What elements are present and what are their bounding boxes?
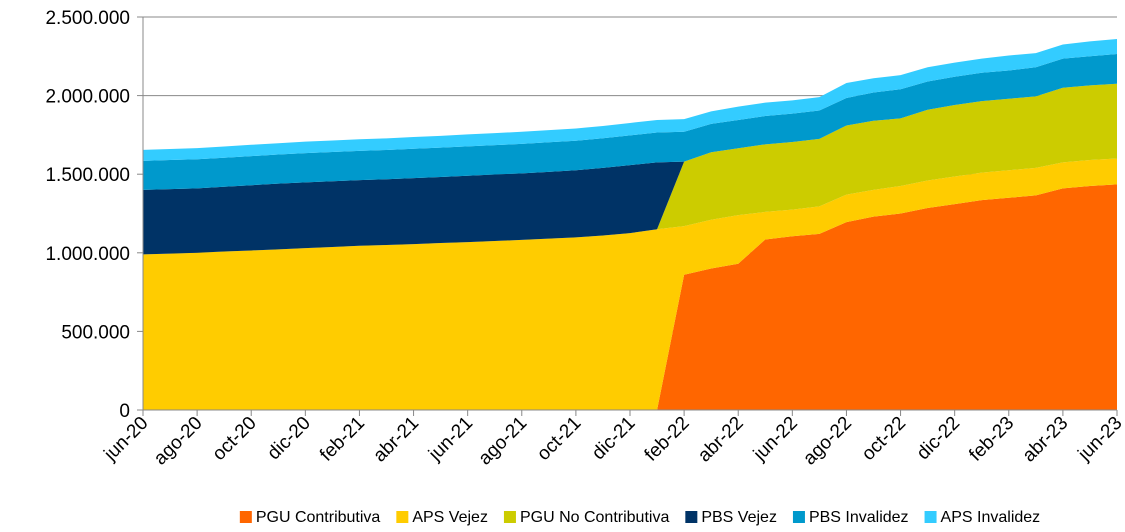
x-tick-label: abr-22 (694, 413, 748, 467)
legend-label: PBS Invalidez (809, 509, 909, 526)
x-tick-label: ago-20 (150, 413, 207, 470)
x-tick-label: abr-21 (369, 413, 423, 467)
x-tick-label: feb-22 (641, 413, 694, 466)
legend-label: APS Invalidez (941, 509, 1041, 526)
y-tick-label: 1.500.000 (45, 165, 130, 186)
area (143, 184, 1117, 410)
y-tick-label: 500.000 (61, 322, 130, 343)
legend-swatch (396, 511, 409, 523)
area (143, 83, 1117, 255)
x-tick-label: dic-20 (263, 413, 314, 464)
legend-label: APS Vejez (412, 509, 488, 526)
x-tick-label: ago-21 (475, 413, 532, 470)
x-tick-label: dic-21 (588, 413, 639, 464)
x-tick-label: dic-22 (913, 413, 964, 464)
legend-swatch (924, 511, 937, 523)
x-tick-label: oct-21 (533, 413, 585, 465)
y-tick-label: 0 (119, 401, 130, 422)
y-tick-label: 2.500.000 (45, 8, 130, 29)
x-tick-label: oct-22 (858, 413, 910, 465)
area (143, 53, 1117, 190)
area (143, 83, 1117, 255)
legend-label: PBS Vejez (701, 509, 777, 526)
y-tick-label: 1.000.000 (45, 244, 130, 265)
area (143, 158, 1117, 410)
legend-swatch (685, 511, 698, 523)
x-tick-label: jun-21 (424, 413, 477, 466)
area (143, 39, 1117, 161)
x-tick-label: feb-23 (965, 413, 1018, 466)
x-tick-label: feb-21 (316, 413, 369, 466)
y-tick-label: 2.000.000 (45, 87, 130, 108)
x-tick-label: ago-22 (799, 413, 856, 470)
legend-label: PGU Contributiva (256, 509, 381, 526)
legend: PGU Contributiva APS Vejez PGU No Contribu… (239, 509, 1041, 526)
x-tick-label: abr-23 (1019, 413, 1073, 467)
x-tick-label: oct-20 (209, 413, 261, 465)
legend-swatch (503, 511, 516, 523)
x-tick-label: jun-22 (749, 413, 802, 466)
x-tick-label: jun-23 (1074, 413, 1125, 466)
legend-label: PGU No Contributiva (520, 509, 669, 526)
legend-swatch (239, 511, 252, 523)
legend-swatch (792, 511, 805, 523)
